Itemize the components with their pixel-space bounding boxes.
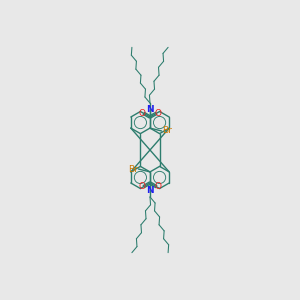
Text: N: N: [146, 105, 154, 114]
Text: Br: Br: [162, 127, 172, 136]
Text: N: N: [146, 186, 154, 195]
Text: O: O: [155, 182, 162, 191]
Text: O: O: [155, 109, 162, 118]
Text: Br: Br: [128, 164, 138, 173]
Text: O: O: [138, 109, 145, 118]
Text: O: O: [138, 182, 145, 191]
